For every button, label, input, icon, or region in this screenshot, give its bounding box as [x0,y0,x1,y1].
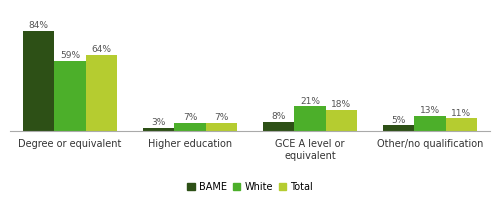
Bar [446,118,477,131]
Bar [263,122,294,131]
Text: 7%: 7% [183,113,197,123]
Bar [174,123,206,131]
Bar [206,123,237,131]
Text: 5%: 5% [392,116,406,125]
Bar [23,31,54,131]
Text: 59%: 59% [60,51,80,60]
Text: 13%: 13% [420,106,440,115]
Legend: BAME, White, Total: BAME, White, Total [183,178,317,196]
Text: 8%: 8% [272,112,286,121]
Bar [294,106,326,131]
Bar [414,116,446,131]
Text: 3%: 3% [152,118,166,127]
Bar [86,55,117,131]
Bar [143,128,174,131]
Bar [326,110,357,131]
Text: 84%: 84% [29,21,49,30]
Text: 64%: 64% [91,45,111,54]
Text: 7%: 7% [214,113,228,123]
Bar [383,126,414,131]
Text: 21%: 21% [300,97,320,106]
Bar [54,61,86,131]
Text: 18%: 18% [331,100,351,109]
Text: 11%: 11% [451,109,471,118]
